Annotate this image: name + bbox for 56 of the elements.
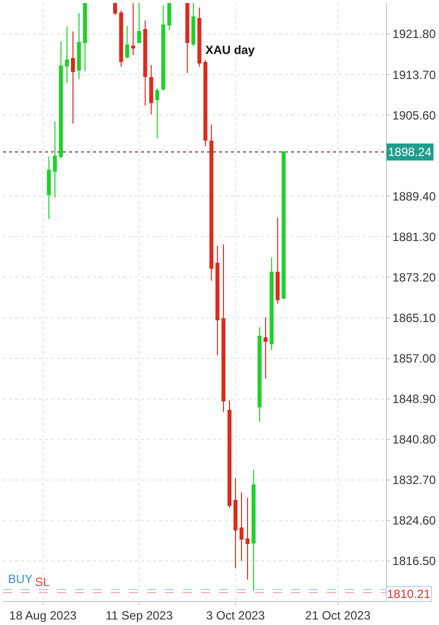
candlestick — [155, 88, 160, 139]
candlestick — [276, 217, 280, 304]
candlestick — [119, 10, 124, 68]
candlestick — [191, 3, 196, 48]
candlestick — [131, 3, 136, 56]
candlestick — [125, 26, 130, 60]
ref-line-label: 1898.24 — [388, 145, 432, 159]
candlestick — [264, 316, 268, 380]
candlestick — [64, 26, 69, 84]
candlestick — [209, 124, 214, 282]
candlestick — [52, 121, 57, 198]
x-tick-label: 11 Sep 2023 — [106, 608, 174, 622]
candlestick — [143, 20, 148, 106]
candlestick — [46, 156, 51, 220]
y-tick-label: 1865.10 — [392, 310, 436, 325]
candlestick — [149, 64, 154, 116]
candlestick — [197, 7, 202, 68]
candlestick — [270, 256, 274, 351]
ref-line-label: SL — [35, 575, 50, 589]
annotation: 1810.21 — [387, 587, 431, 601]
candlestick — [258, 326, 262, 422]
candlestick — [221, 244, 226, 412]
candlestick — [215, 245, 220, 356]
y-tick-label: 1921.80 — [392, 27, 436, 42]
candlestick — [58, 41, 63, 159]
candlestick — [246, 497, 250, 580]
candlestick — [161, 5, 166, 92]
y-tick-label: 1840.80 — [392, 432, 436, 447]
y-tick-label: 1857.00 — [392, 352, 436, 366]
x-tick-label: 18 Aug 2023 — [9, 608, 77, 622]
candlestick — [282, 151, 286, 300]
y-tick-label: 1889.40 — [392, 189, 436, 204]
candlestick — [240, 492, 244, 562]
candlestick — [228, 400, 232, 508]
y-tick-label: 1848.90 — [392, 392, 436, 406]
y-tick-label: 1832.70 — [392, 473, 436, 488]
candlestick — [252, 469, 256, 591]
candlestick — [203, 60, 208, 147]
y-tick-label: 1913.70 — [392, 68, 436, 82]
candlestick — [70, 31, 75, 124]
candlestick — [77, 12, 81, 80]
candlestick — [234, 478, 238, 568]
x-tick-label: 21 Oct 2023 — [305, 608, 371, 622]
candlestick — [83, 3, 87, 72]
y-tick-label: 1881.30 — [392, 230, 436, 244]
ref-line-label: BUY — [8, 572, 33, 586]
y-tick-label: 1905.60 — [392, 108, 436, 122]
x-tick-label: 3 Oct 2023 — [206, 608, 266, 622]
candlestick — [167, 3, 172, 31]
y-tick-label: 1816.50 — [392, 554, 436, 568]
y-tick-label: 1824.60 — [392, 514, 436, 528]
candlestick — [185, 3, 190, 74]
y-tick-label: 1873.20 — [392, 270, 436, 284]
candlestick — [137, 3, 142, 44]
text: XAU day — [205, 43, 256, 58]
candlestick — [113, 3, 118, 16]
